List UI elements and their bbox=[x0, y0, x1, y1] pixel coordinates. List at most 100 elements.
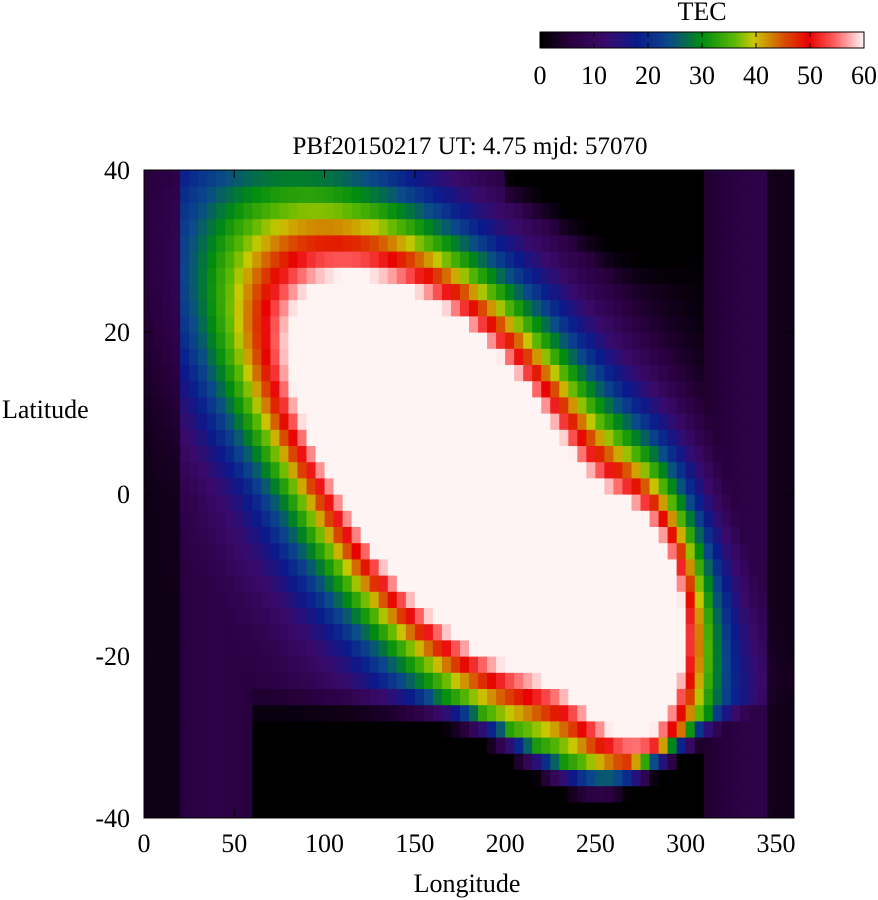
heatmap-cell bbox=[441, 251, 452, 268]
heatmap-cell bbox=[387, 704, 398, 722]
heatmap-cell bbox=[604, 510, 615, 527]
heatmap-cell bbox=[478, 348, 488, 365]
heatmap-cell bbox=[784, 186, 794, 203]
heatmap-cell bbox=[333, 656, 344, 673]
heatmap-cell bbox=[559, 299, 569, 317]
heatmap-cell bbox=[595, 380, 606, 398]
heatmap-cell bbox=[541, 720, 551, 738]
heatmap-cell bbox=[162, 396, 172, 414]
heatmap-cell bbox=[396, 801, 407, 818]
heatmap-cell bbox=[496, 396, 506, 414]
heatmap-cell bbox=[198, 720, 208, 738]
heatmap-cell bbox=[423, 494, 434, 511]
heatmap-cell bbox=[234, 801, 244, 818]
heatmap-cell bbox=[622, 623, 633, 641]
heatmap-cell bbox=[730, 251, 741, 268]
heatmap-cell bbox=[604, 315, 615, 333]
heatmap-cell bbox=[306, 494, 317, 511]
heatmap-cell bbox=[505, 510, 515, 527]
heatmap-cell bbox=[640, 769, 651, 787]
heatmap-cell bbox=[423, 672, 434, 689]
heatmap-cell bbox=[333, 234, 344, 252]
heatmap-cell bbox=[514, 753, 524, 770]
heatmap-cell bbox=[469, 315, 479, 333]
heatmap-cell bbox=[496, 720, 506, 738]
heatmap-cell bbox=[261, 639, 271, 657]
heatmap-cell bbox=[153, 639, 163, 657]
heatmap-cell bbox=[667, 510, 678, 527]
heatmap-cell bbox=[613, 315, 624, 333]
heatmap-cell bbox=[487, 801, 497, 818]
heatmap-cell bbox=[523, 494, 533, 511]
heatmap-cell bbox=[243, 267, 253, 284]
heatmap-cell bbox=[469, 396, 479, 414]
heatmap-cell bbox=[360, 364, 371, 382]
heatmap-cell bbox=[333, 591, 344, 608]
heatmap-cell bbox=[234, 283, 244, 301]
heatmap-cell bbox=[180, 737, 190, 754]
heatmap-cell bbox=[369, 558, 380, 576]
heatmap-cell bbox=[423, 348, 434, 365]
heatmap-cell bbox=[487, 494, 497, 511]
heatmap-cell bbox=[297, 656, 308, 673]
heatmap-cell bbox=[225, 170, 235, 187]
heatmap-cell bbox=[622, 315, 633, 333]
heatmap-cell bbox=[315, 461, 326, 479]
heatmap-cell bbox=[450, 461, 461, 479]
heatmap-cell bbox=[703, 445, 714, 463]
heatmap-cell bbox=[505, 445, 515, 463]
heatmap-cell bbox=[450, 348, 461, 365]
heatmap-cell bbox=[505, 672, 515, 689]
heatmap-cell bbox=[487, 785, 497, 803]
heatmap-cell bbox=[162, 558, 172, 576]
heatmap-cell bbox=[216, 218, 226, 236]
heatmap-cell bbox=[432, 267, 443, 284]
heatmap-cell bbox=[342, 413, 353, 430]
heatmap-cell bbox=[541, 769, 551, 787]
heatmap-cell bbox=[144, 202, 154, 220]
heatmap-cell bbox=[595, 413, 606, 430]
heatmap-cell bbox=[775, 526, 786, 544]
heatmap-cell bbox=[685, 315, 696, 333]
heatmap-cell bbox=[514, 234, 524, 252]
heatmap-cell bbox=[405, 251, 416, 268]
heatmap-cell bbox=[478, 688, 488, 706]
heatmap-cell bbox=[703, 720, 714, 738]
heatmap-cell bbox=[369, 202, 380, 220]
heatmap-cell bbox=[775, 607, 786, 625]
heatmap-cell bbox=[514, 801, 524, 818]
heatmap-cell bbox=[532, 429, 542, 446]
heatmap-cell bbox=[162, 801, 172, 818]
heatmap-cell bbox=[324, 704, 335, 722]
heatmap-cell bbox=[198, 218, 208, 236]
heatmap-cell bbox=[658, 737, 669, 754]
heatmap-cell bbox=[387, 202, 398, 220]
heatmap-cell bbox=[333, 445, 344, 463]
heatmap-cell bbox=[703, 688, 714, 706]
heatmap-cell bbox=[775, 591, 786, 608]
heatmap-cell bbox=[604, 234, 615, 252]
heatmap-cell bbox=[414, 672, 425, 689]
heatmap-cell bbox=[414, 299, 425, 317]
heatmap-cell bbox=[622, 461, 633, 479]
heatmap-cell bbox=[261, 413, 271, 430]
heatmap-cell bbox=[757, 186, 768, 203]
heatmap-cell bbox=[144, 575, 154, 592]
heatmap-cell bbox=[478, 218, 488, 236]
heatmap-cell bbox=[162, 186, 172, 203]
heatmap-cell bbox=[496, 251, 506, 268]
heatmap-cell bbox=[423, 299, 434, 317]
heatmap-cell bbox=[586, 494, 596, 511]
heatmap-cell bbox=[685, 542, 696, 560]
heatmap-cell bbox=[541, 510, 551, 527]
heatmap-cell bbox=[198, 283, 208, 301]
heatmap-cell bbox=[198, 769, 208, 787]
heatmap-cell bbox=[216, 445, 226, 463]
heatmap-cell bbox=[207, 186, 217, 203]
heatmap-cell bbox=[243, 737, 253, 754]
heatmap-cell bbox=[586, 753, 596, 770]
heatmap-cell bbox=[586, 429, 596, 446]
heatmap-cell bbox=[505, 477, 515, 495]
heatmap-cell bbox=[162, 542, 172, 560]
